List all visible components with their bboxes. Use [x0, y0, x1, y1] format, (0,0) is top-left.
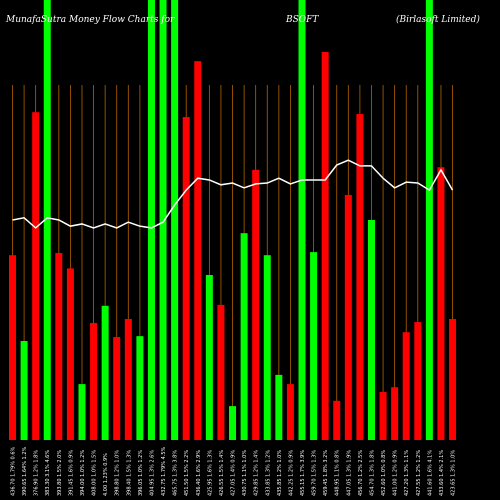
bar — [20, 341, 28, 440]
bar — [136, 336, 144, 440]
x-tick-label: 430.75 1.1% 1.0% — [242, 450, 248, 496]
bar — [310, 252, 318, 440]
bar — [356, 113, 364, 441]
x-tick-label: 436.70 1.79% 0.6% — [11, 446, 17, 496]
x-tick-label: 447.05 1.3% 1.9% — [346, 450, 352, 496]
x-tick-label: 448.95 1.1% 0.8% — [335, 450, 341, 496]
bar — [425, 0, 433, 440]
x-tick-label: 425.95 1.6% 1.3% — [207, 450, 213, 496]
x-tick-label: 390.65 1.64% 1.2% — [22, 446, 28, 496]
bar — [66, 268, 74, 440]
chart-title: MunafaSutra Money Flow Charts for — [5, 15, 175, 25]
bar — [43, 0, 51, 440]
bar — [32, 112, 40, 440]
bar — [217, 304, 225, 440]
bar — [101, 305, 109, 440]
bar — [252, 169, 260, 440]
x-tick-label: 427.20 1.3% 1.1% — [404, 450, 410, 496]
x-tick-label: 398.80 1.2% 1.0% — [115, 450, 121, 496]
x-tick-label: 442.25 1.2% 0.9% — [288, 450, 294, 496]
bar — [402, 332, 410, 440]
bar — [333, 400, 341, 440]
x-tick-label: 408.00 1.0% 1.5% — [92, 450, 98, 496]
x-tick-label: 459.70 1.5% 1.3% — [312, 450, 318, 496]
bar — [263, 255, 271, 440]
bar — [437, 167, 445, 440]
x-tick-label: 433.85 1.3% 1.2% — [265, 450, 271, 496]
bar — [298, 0, 306, 440]
bar — [205, 275, 213, 440]
bar — [55, 253, 63, 440]
x-tick-label: 391.45 1.6% 0.9% — [68, 450, 74, 496]
x-tick-label: 451.50 1.5% 2.2% — [184, 450, 190, 496]
x-tick-label: 452.60 1.0% 0.8% — [381, 450, 387, 496]
x-tick-label: 441.00 1.2% 0.9% — [393, 450, 399, 496]
bar — [90, 322, 98, 440]
plot: 436.70 1.79% 0.6% 390.65 1.64% 1.2% 376.90… — [9, 0, 457, 496]
bar — [391, 387, 399, 440]
bar — [414, 322, 422, 440]
company: (Birlasoft Limited) — [396, 14, 480, 25]
bar — [275, 374, 283, 440]
bar — [229, 406, 237, 440]
x-tick-label: 455.15 1.7% 3.9% — [300, 450, 306, 496]
bar — [286, 384, 294, 440]
bar — [240, 233, 248, 440]
x-tick-label: 393.80 1.5% 2.0% — [57, 450, 63, 496]
x-tick-label: 429.85 1.2% 1.4% — [254, 450, 260, 496]
bar — [321, 51, 329, 441]
x-tick-label: 427.05 1.4% 0.9% — [231, 450, 237, 496]
bar — [449, 319, 457, 440]
x-tick-label: 435.85 1.2% 1.0% — [277, 450, 283, 496]
x-tick-label: 465.75 1.3% 3.8% — [173, 450, 179, 496]
ticker: BSOFT — [285, 15, 319, 25]
x-tick-label: 456.70 1.2% 2.5% — [358, 450, 364, 496]
x-tick-label: 396.05 1.0% 1.2% — [138, 450, 144, 496]
bar — [182, 117, 190, 440]
bar — [147, 0, 155, 440]
x-tick-label: 441.60 1.6% 4.1% — [427, 450, 433, 496]
x-tick-label: 426.55 1.5% 1.4% — [219, 450, 225, 496]
x-tick-label: 433.60 1.4% 2.1% — [439, 450, 445, 496]
bar — [159, 0, 167, 440]
x-tick-label: 436.40 1.6% 2.9% — [196, 450, 202, 496]
bar — [171, 0, 179, 440]
money-flow-line — [12, 159, 454, 229]
bar — [113, 337, 121, 440]
bar — [78, 384, 86, 440]
bar — [194, 61, 202, 440]
x-tick-label: 427.55 1.2% 1.2% — [416, 450, 422, 496]
x-tick-label: 423.65 1.3% 1.0% — [451, 450, 457, 496]
bar — [344, 194, 352, 440]
x-tick-label: 432.75 1.79% 4.5% — [161, 446, 167, 496]
x-tick-label: 404.95 1.3% 2.6% — [149, 450, 155, 496]
x-tick-label: 454.70 1.3% 1.8% — [369, 450, 375, 496]
bar — [124, 319, 132, 440]
x-tick-label: 376.90 1.2% 1.8% — [34, 450, 40, 496]
bar — [9, 255, 16, 440]
bar — [379, 392, 387, 440]
bar — [367, 220, 375, 440]
x-tick-label: 383.30 3.1% 4.6% — [45, 450, 51, 496]
x-tick-label: 459.45 1.8% 3.2% — [323, 450, 329, 496]
x-tick-label: 394.00 1.0% 1.2% — [80, 450, 86, 496]
x-tick-label: 398.40 1.5% 1.3% — [126, 450, 132, 496]
x-tick-label: 4.00 1.23% 0.9% — [103, 453, 109, 496]
